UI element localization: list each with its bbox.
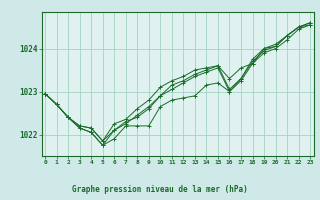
Text: Graphe pression niveau de la mer (hPa): Graphe pression niveau de la mer (hPa) <box>72 186 248 194</box>
